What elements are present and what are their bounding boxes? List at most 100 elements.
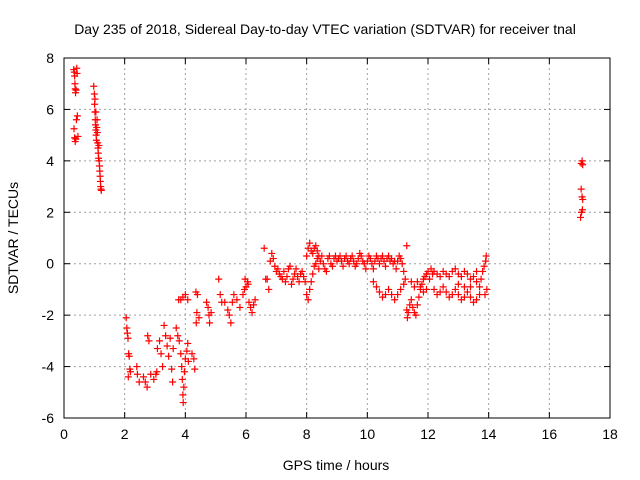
- y-tick-label: 6: [46, 101, 54, 117]
- data-point: [477, 275, 485, 283]
- data-point: [385, 285, 393, 293]
- data-point: [312, 260, 320, 268]
- data-point: [463, 270, 471, 278]
- data-points: [70, 64, 587, 407]
- data-point: [463, 288, 471, 296]
- data-point: [193, 309, 201, 317]
- data-point: [345, 260, 353, 268]
- y-tick-label: -6: [42, 410, 55, 426]
- data-point: [265, 285, 273, 293]
- data-point: [476, 283, 484, 291]
- data-point: [159, 363, 167, 371]
- data-point: [430, 285, 438, 293]
- data-point: [392, 265, 400, 273]
- data-point: [413, 301, 421, 309]
- data-point: [398, 260, 406, 268]
- data-point: [123, 329, 131, 337]
- data-point: [313, 247, 321, 255]
- data-point: [162, 332, 170, 340]
- data-point: [479, 267, 487, 275]
- data-point: [215, 275, 223, 283]
- data-point: [195, 314, 203, 322]
- data-point: [473, 267, 481, 275]
- data-point: [412, 311, 420, 319]
- data-point: [400, 280, 408, 288]
- data-point: [369, 278, 377, 286]
- data-point: [336, 252, 344, 260]
- data-point: [224, 306, 232, 314]
- data-point: [473, 278, 481, 286]
- data-point: [303, 291, 311, 299]
- data-point: [362, 265, 370, 273]
- data-point: [325, 252, 333, 260]
- data-point: [366, 255, 374, 263]
- data-point: [139, 373, 147, 381]
- data-point: [448, 291, 456, 299]
- data-point: [74, 132, 82, 140]
- x-tick-label: 16: [542, 426, 558, 442]
- data-point: [248, 309, 256, 317]
- data-point: [482, 257, 490, 265]
- data-point: [369, 265, 377, 273]
- data-point: [165, 352, 173, 360]
- data-point: [123, 324, 131, 332]
- data-point: [436, 273, 444, 281]
- data-point: [579, 161, 587, 169]
- data-point: [382, 262, 390, 270]
- data-point: [481, 291, 489, 299]
- data-point: [124, 373, 132, 381]
- data-point: [470, 273, 477, 281]
- data-point: [192, 319, 200, 327]
- data-point: [160, 321, 168, 329]
- data-point: [403, 314, 411, 322]
- y-tick-label: -4: [42, 359, 55, 375]
- y-axis-label: SDTVAR / TECUs: [5, 182, 21, 294]
- data-point: [251, 296, 259, 304]
- chart-title: Day 235 of 2018, Sidereal Day-to-day VTE…: [74, 21, 576, 37]
- data-point: [303, 252, 311, 260]
- data-point: [260, 244, 268, 252]
- data-point: [379, 252, 386, 260]
- data-point: [71, 134, 79, 142]
- data-point: [141, 378, 149, 386]
- data-point: [466, 283, 474, 291]
- data-point: [397, 285, 405, 293]
- data-point: [274, 265, 282, 273]
- data-point: [227, 319, 235, 327]
- data-point: [90, 90, 98, 98]
- data-point: [184, 339, 192, 347]
- data-point: [451, 285, 459, 293]
- data-point: [482, 252, 490, 260]
- data-point: [178, 375, 186, 383]
- data-point: [263, 275, 271, 283]
- data-point: [312, 242, 320, 250]
- data-point: [454, 280, 462, 288]
- data-point: [72, 116, 80, 124]
- data-point: [577, 185, 585, 193]
- data-point: [415, 293, 423, 301]
- data-point: [180, 368, 188, 376]
- data-point: [401, 275, 409, 283]
- data-point: [280, 267, 288, 275]
- data-point: [72, 86, 80, 94]
- data-point: [181, 291, 189, 299]
- data-point: [97, 186, 105, 194]
- data-point: [179, 391, 187, 399]
- x-tick-label: 18: [602, 426, 618, 442]
- data-point: [410, 283, 418, 291]
- data-point: [169, 378, 177, 386]
- y-tick-label: -2: [42, 307, 55, 323]
- data-point: [239, 291, 247, 299]
- data-point: [283, 273, 291, 281]
- data-point: [409, 303, 417, 311]
- data-point: [190, 355, 198, 363]
- data-point: [319, 260, 327, 268]
- data-point: [309, 270, 317, 278]
- data-point: [93, 129, 101, 137]
- data-point: [157, 350, 165, 358]
- data-point: [301, 278, 309, 286]
- data-point: [168, 365, 176, 373]
- data-point: [436, 288, 444, 296]
- data-point: [357, 252, 365, 260]
- data-point: [166, 334, 174, 342]
